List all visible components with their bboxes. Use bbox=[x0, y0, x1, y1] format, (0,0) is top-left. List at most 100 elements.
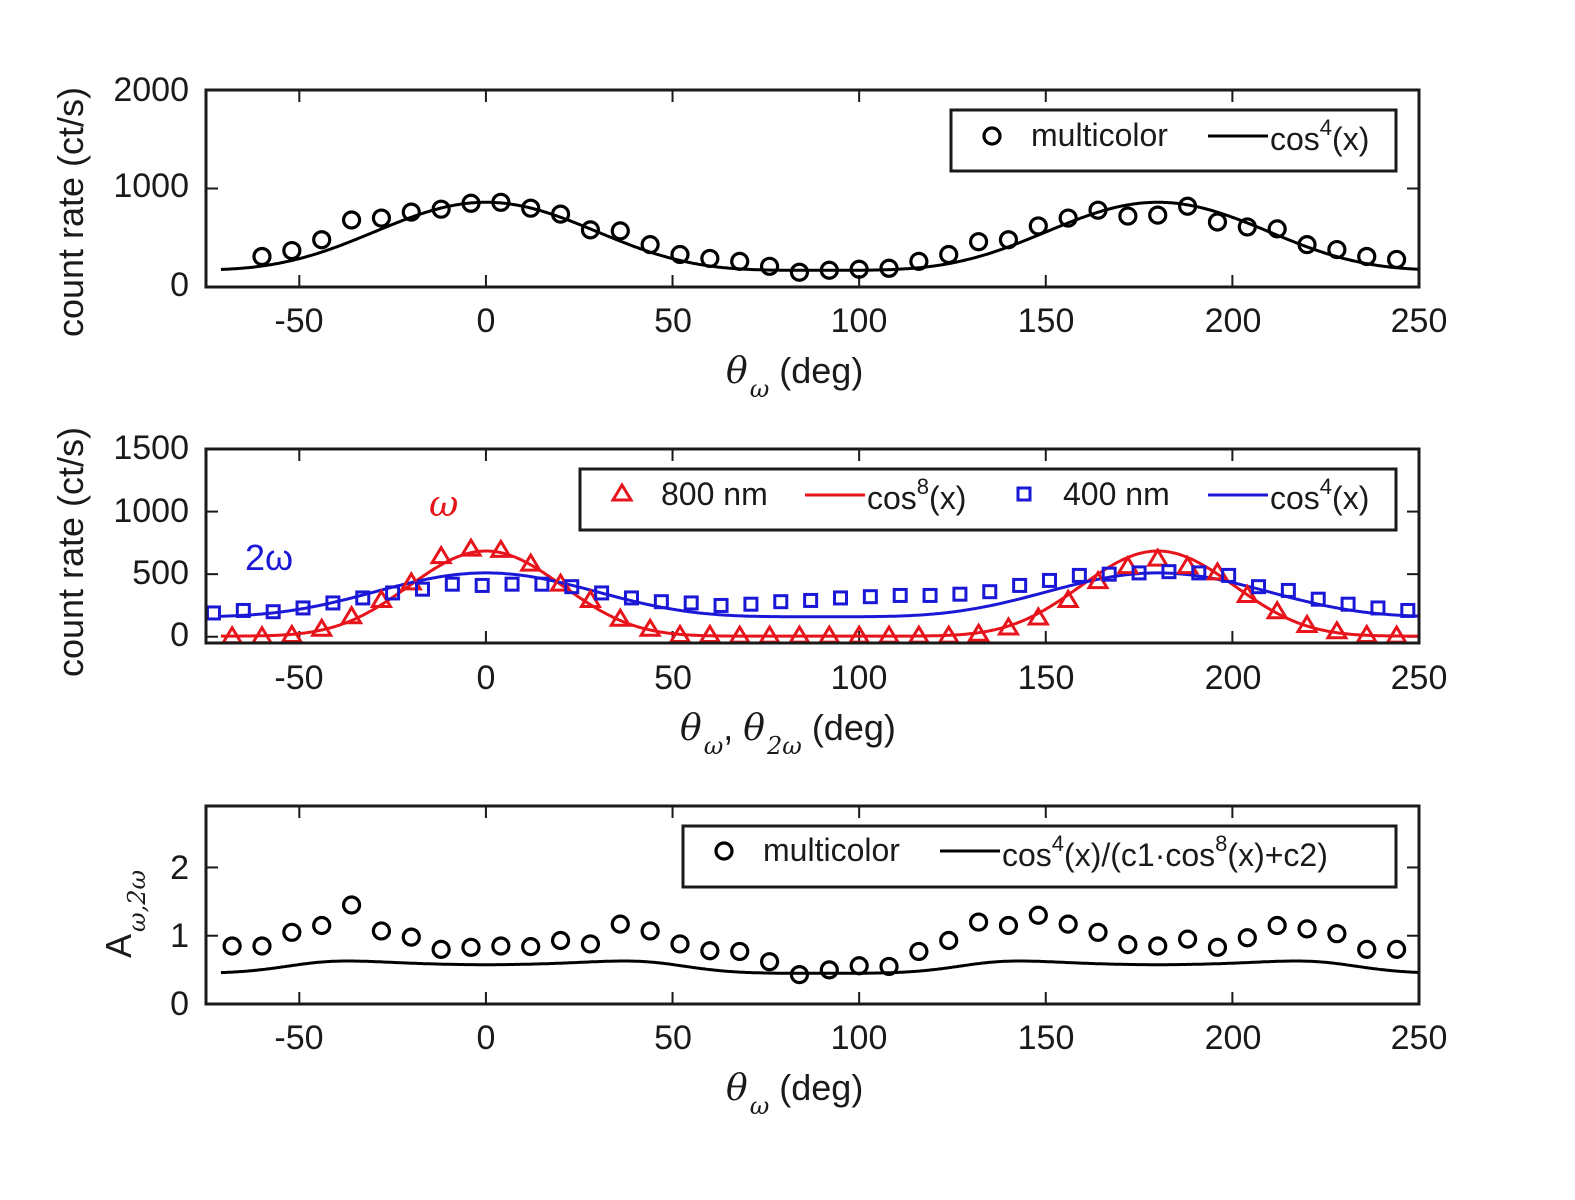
data-point bbox=[698, 623, 722, 643]
data-point bbox=[401, 202, 421, 222]
data-point bbox=[1118, 934, 1138, 955]
data-point bbox=[1297, 235, 1317, 255]
data-point bbox=[252, 936, 272, 956]
legend-box bbox=[578, 467, 1398, 532]
data-point bbox=[371, 921, 392, 941]
data-point bbox=[265, 604, 281, 620]
data-point bbox=[534, 576, 550, 592]
data-point bbox=[1237, 928, 1257, 948]
data-point bbox=[1297, 919, 1317, 939]
data-point bbox=[759, 952, 780, 972]
data-point bbox=[1161, 564, 1177, 580]
legend-label: cos4(x) bbox=[1270, 115, 1369, 157]
legend-label: cos8(x) bbox=[867, 474, 966, 516]
y-axis-label: Aω,2ω bbox=[98, 870, 151, 958]
plot-frame bbox=[204, 88, 1421, 289]
fit-line bbox=[220, 549, 1419, 638]
data-point bbox=[1251, 579, 1267, 595]
data-point bbox=[909, 251, 929, 271]
legend-box bbox=[949, 108, 1398, 173]
xtick-labels: -50 0 50 100 150 200 250 bbox=[274, 1019, 1447, 1057]
data-point bbox=[222, 936, 242, 956]
data-point bbox=[1146, 547, 1170, 567]
data-point bbox=[459, 537, 483, 557]
data-point bbox=[610, 221, 630, 241]
data-point bbox=[623, 590, 639, 606]
data-point bbox=[966, 622, 991, 642]
legend: multicolor cos4(x)/(c1·cos8(x)+c2) bbox=[681, 824, 1398, 889]
data-point bbox=[519, 552, 543, 572]
data-point bbox=[832, 590, 848, 606]
data-point bbox=[998, 915, 1019, 936]
data-point bbox=[1370, 600, 1386, 616]
data-point bbox=[653, 594, 669, 610]
xtick-label: 0 bbox=[477, 659, 496, 697]
data-point bbox=[849, 956, 869, 976]
data-point bbox=[1310, 591, 1326, 607]
data-point bbox=[580, 220, 601, 240]
xtick-label: 50 bbox=[654, 1019, 692, 1057]
data-point bbox=[1400, 602, 1416, 618]
data-point bbox=[608, 607, 632, 627]
legend-label: 800 nm bbox=[661, 476, 768, 512]
legend-marker-square bbox=[1016, 486, 1032, 502]
data-point bbox=[282, 240, 302, 261]
xtick-label: 150 bbox=[1018, 1019, 1075, 1057]
data-point bbox=[1028, 216, 1048, 236]
panel-middle: 0 500 1000 1500 -50 0 50 100 150 200 250… bbox=[50, 427, 1447, 760]
data-point bbox=[638, 617, 662, 637]
data-point bbox=[1177, 929, 1198, 949]
legend-marker-circle bbox=[982, 126, 1002, 146]
data-point bbox=[491, 936, 511, 956]
data-point bbox=[594, 585, 610, 601]
data-point bbox=[414, 581, 430, 597]
ytick-labels: 0 1 2 bbox=[170, 849, 189, 1023]
data-point bbox=[670, 934, 690, 954]
ytick-label: 0 bbox=[170, 985, 189, 1023]
data-point bbox=[371, 208, 392, 228]
fit-line bbox=[220, 959, 1420, 975]
data-point bbox=[1148, 936, 1168, 956]
annotation-2omega: 2ω bbox=[245, 537, 293, 578]
data-point bbox=[1221, 567, 1237, 583]
data-point bbox=[968, 912, 989, 932]
data-point bbox=[235, 602, 251, 618]
data-point bbox=[1118, 206, 1138, 226]
panel-bottom: 0 1 2 -50 0 50 100 150 200 250 Aω,2ω θω … bbox=[98, 804, 1447, 1120]
data-point bbox=[339, 604, 364, 625]
y-axis-label: count rate (ct/s) bbox=[50, 427, 91, 677]
data-point bbox=[922, 587, 938, 603]
data-point bbox=[504, 576, 520, 592]
data-point bbox=[1071, 567, 1087, 583]
xtick-label: -50 bbox=[274, 659, 323, 697]
ytick-label: 1 bbox=[170, 917, 189, 955]
xtick-label: 0 bbox=[477, 1019, 496, 1057]
data-point bbox=[461, 193, 481, 213]
data-point bbox=[996, 616, 1021, 636]
legend-box bbox=[681, 824, 1398, 889]
xtick-label: 100 bbox=[831, 302, 888, 340]
xtick-label: 50 bbox=[654, 659, 692, 697]
data-point bbox=[312, 915, 332, 936]
data-point bbox=[385, 585, 401, 601]
fit-lines bbox=[220, 959, 1420, 975]
data-point bbox=[312, 230, 332, 250]
ytick-label: 1000 bbox=[113, 167, 189, 205]
data-point bbox=[491, 192, 511, 212]
data-markers bbox=[205, 537, 1416, 645]
data-point bbox=[1088, 922, 1108, 942]
xtick-label: 200 bbox=[1205, 659, 1262, 697]
xtick-label: -50 bbox=[274, 302, 323, 340]
data-point bbox=[550, 204, 571, 224]
data-point bbox=[1116, 554, 1140, 575]
data-point bbox=[1237, 217, 1257, 237]
data-point bbox=[952, 586, 968, 602]
fit-lines bbox=[220, 200, 1420, 272]
data-point bbox=[521, 198, 541, 218]
xtick-label: 100 bbox=[831, 659, 888, 697]
data-point bbox=[1280, 582, 1296, 598]
data-point bbox=[521, 937, 541, 957]
xtick-label: 200 bbox=[1205, 302, 1262, 340]
data-point bbox=[700, 941, 720, 961]
